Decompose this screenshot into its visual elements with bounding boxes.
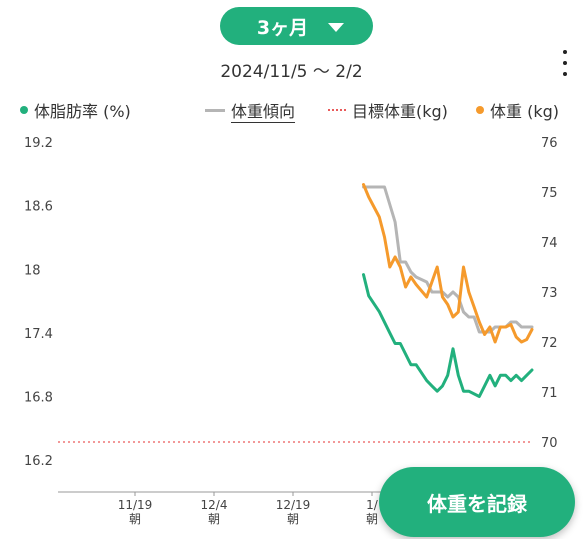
left-axis-tick-label: 17.4: [24, 327, 53, 342]
legend-item-weight[interactable]: 体重 (kg): [476, 98, 559, 122]
body-fat-series-line: [362, 273, 534, 398]
target-dotted-line-icon: [328, 109, 346, 111]
legend-label-target: 目標体重(kg): [352, 102, 448, 121]
record-weight-button[interactable]: 体重を記録: [379, 467, 575, 537]
x-axis-tick-sublabel: 朝: [129, 512, 141, 526]
left-axis-tick-label: 18.6: [24, 200, 53, 215]
trend-line-icon: [205, 108, 225, 112]
legend-label-body-fat: 体脂肪率 (%): [34, 102, 131, 121]
more-options-icon[interactable]: [558, 50, 572, 76]
left-axis-tick-label: 18: [24, 263, 41, 278]
x-axis-tick-sublabel: 朝: [287, 512, 299, 526]
body-fat-dot-icon: [20, 106, 28, 114]
x-axis-tick-label: 11/19: [118, 498, 153, 512]
x-axis-tick-label: 1/: [366, 498, 379, 512]
left-axis-tick-label: 16.2: [24, 454, 53, 469]
x-axis-tick-label: 12/4: [201, 498, 228, 512]
right-axis-tick-label: 75: [541, 186, 558, 201]
date-range-label: 2024/11/5 〜 2/2: [220, 62, 363, 82]
right-axis-tick-label: 72: [541, 336, 558, 351]
legend-item-target[interactable]: 目標体重(kg): [328, 98, 448, 122]
chevron-down-icon: [328, 22, 345, 32]
x-axis-tick-sublabel: 朝: [366, 512, 378, 526]
x-axis-tick-label: 12/19: [276, 498, 311, 512]
period-label: 3ヶ月: [256, 16, 309, 39]
right-axis-tick-label: 71: [541, 386, 558, 401]
period-selector-button[interactable]: 3ヶ月: [220, 7, 373, 45]
legend-label-trend: 体重傾向: [231, 102, 296, 121]
weight-series-line: [362, 183, 534, 344]
x-axis-tick-sublabel: 朝: [208, 512, 220, 526]
right-axis-tick-label: 76: [541, 136, 558, 151]
weight-dot-icon: [476, 106, 484, 114]
legend-item-body-fat[interactable]: 体脂肪率 (%): [20, 98, 131, 122]
legend-item-trend[interactable]: 体重傾向: [205, 98, 295, 122]
right-axis-tick-label: 70: [541, 436, 558, 451]
legend-label-weight: 体重 (kg): [490, 102, 559, 121]
chart-legend: 体脂肪率 (%) 体重傾向 目標体重(kg) 体重 (kg): [0, 98, 583, 122]
right-axis-tick-label: 73: [541, 286, 558, 301]
right-axis-tick-label: 74: [541, 236, 558, 251]
left-axis-tick-label: 16.8: [24, 391, 53, 406]
left-axis-tick-label: 19.2: [24, 136, 53, 151]
